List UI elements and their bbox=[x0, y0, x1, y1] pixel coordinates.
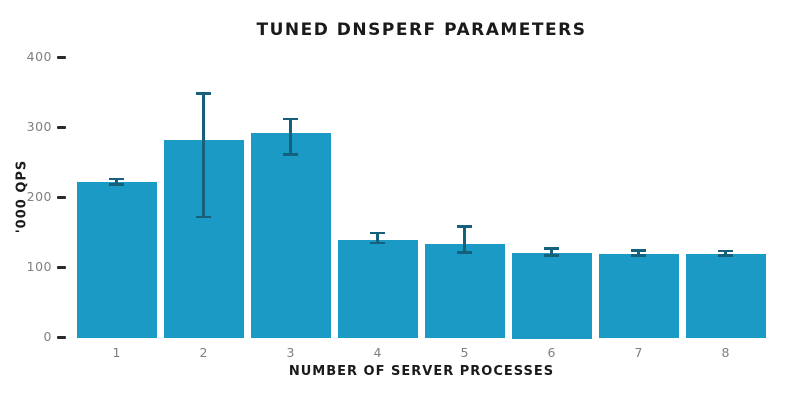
x-tick-label: 5 bbox=[460, 345, 469, 360]
error-bar bbox=[376, 232, 379, 243]
bar bbox=[598, 253, 679, 339]
x-tick-label: 8 bbox=[721, 345, 730, 360]
x-tick-label: 6 bbox=[547, 345, 556, 360]
bar bbox=[76, 181, 157, 339]
y-tick-label: 400 bbox=[26, 49, 52, 64]
bar bbox=[511, 253, 592, 339]
y-tick-mark bbox=[57, 336, 66, 339]
error-bar-top-cap bbox=[544, 247, 559, 250]
error-bar-bottom-cap bbox=[718, 254, 733, 257]
error-bar-bottom-cap bbox=[370, 241, 385, 244]
bar bbox=[424, 243, 505, 339]
error-bar-bottom-cap bbox=[109, 183, 124, 186]
error-bar bbox=[550, 248, 553, 256]
error-bar-top-cap bbox=[631, 249, 646, 252]
x-tick-label: 1 bbox=[112, 345, 121, 360]
x-axis-label: NUMBER OF SERVER PROCESSES bbox=[288, 364, 555, 379]
y-tick-label: 300 bbox=[26, 119, 52, 134]
y-tick-label: 0 bbox=[43, 329, 52, 344]
error-bar-bottom-cap bbox=[283, 153, 298, 156]
x-tick-label: 2 bbox=[199, 345, 208, 360]
bar bbox=[250, 132, 331, 339]
error-bar-top-cap bbox=[457, 225, 472, 228]
error-bar-top-cap bbox=[196, 92, 211, 95]
y-tick-mark bbox=[57, 196, 66, 199]
error-bar-top-cap bbox=[718, 249, 733, 253]
x-tick-label: 7 bbox=[634, 345, 643, 360]
error-bar-bottom-cap bbox=[196, 215, 211, 219]
y-tick-label: 100 bbox=[26, 259, 52, 274]
bar bbox=[337, 239, 418, 339]
y-tick-mark bbox=[57, 266, 66, 269]
x-tick-label: 3 bbox=[286, 345, 295, 360]
error-bar bbox=[724, 250, 727, 256]
error-bar bbox=[637, 250, 640, 256]
error-bar bbox=[289, 118, 292, 155]
x-tick-label: 4 bbox=[373, 345, 382, 360]
error-bar bbox=[463, 226, 466, 253]
y-tick-mark bbox=[57, 56, 66, 59]
error-bar-bottom-cap bbox=[457, 251, 472, 254]
error-bar-bottom-cap bbox=[631, 254, 646, 257]
bar bbox=[685, 253, 766, 339]
error-bar bbox=[115, 178, 118, 185]
error-bar bbox=[202, 93, 205, 217]
error-bar-top-cap bbox=[283, 117, 298, 121]
error-bar-top-cap bbox=[109, 177, 124, 181]
error-bar-bottom-cap bbox=[544, 254, 559, 257]
chart-title: TUNED DNSPERF PARAMETERS bbox=[256, 20, 587, 40]
y-tick-mark bbox=[57, 126, 66, 129]
error-bar-top-cap bbox=[370, 231, 385, 235]
y-tick-label: 200 bbox=[26, 189, 52, 204]
